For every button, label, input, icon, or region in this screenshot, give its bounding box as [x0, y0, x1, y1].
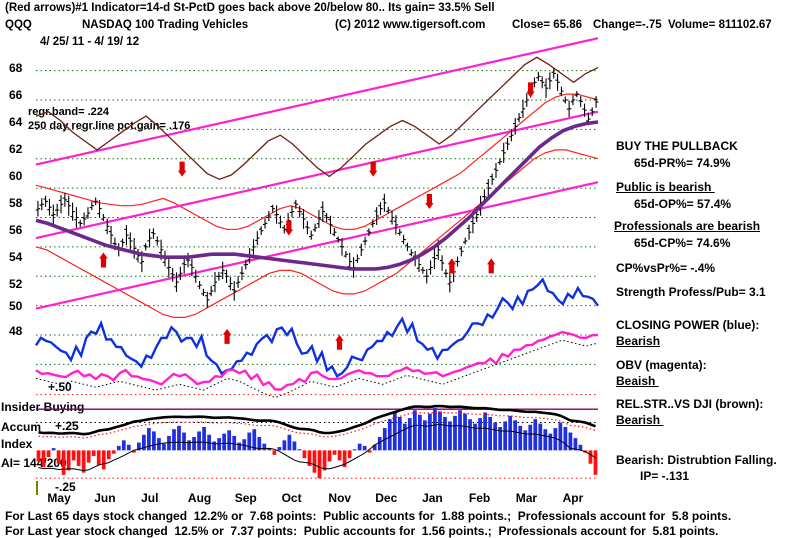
sidebar-professionals-label: Professionals are bearish	[614, 219, 761, 233]
header-title: NASDAQ 100 Trading Vehicles	[82, 19, 249, 31]
sidebar-obv-label: OBV (magenta):	[616, 358, 707, 372]
yaxis-tick-62: 62	[9, 142, 23, 156]
header-volume: Volume= 811102.67	[668, 19, 772, 31]
footer-line-65day: For Last 65 days stock changed 12.2% or …	[5, 509, 732, 523]
panel-tick-plus50: +.50	[48, 380, 72, 394]
sidebar-cp: 65d-CP%= 74.6%	[634, 236, 731, 250]
panel-label-accum: Accum	[1, 420, 42, 434]
sidebar-cp-vs-pr: CP%vsPr%= -.4%	[616, 261, 716, 275]
yaxis-tick-66: 66	[9, 88, 23, 102]
arrow-up-8	[487, 258, 496, 274]
xaxis-month-jun: Jun	[94, 491, 116, 505]
obv-line	[35, 330, 599, 391]
xaxis-month-aug: Aug	[187, 491, 212, 505]
yaxis-tick-56: 56	[9, 223, 23, 237]
yaxis-tick-52: 52	[9, 277, 23, 291]
yaxis-tick-50: 50	[9, 299, 23, 313]
header-indicator-line: (Red arrows)#1 Indicator=14-d St-PctD go…	[5, 2, 495, 14]
yaxis-tick-54: 54	[9, 250, 23, 264]
xaxis-month-mar: Mar	[515, 491, 538, 505]
header-change: Change=-.75	[593, 19, 662, 31]
arrow-down-2	[284, 220, 294, 236]
xaxis-month-nov: Nov	[328, 491, 352, 505]
arrow-up-0	[99, 252, 108, 268]
xaxis-month-sep: Sep	[234, 491, 257, 505]
moving-average-line	[35, 120, 599, 271]
header-copyright: (C) 2012 www.tigersoft.com	[335, 19, 486, 31]
sidebar-obv-value: Beaish	[616, 374, 659, 388]
xaxis-month-apr: Apr	[562, 491, 584, 505]
accumulation-index-svg	[36, 394, 598, 479]
xaxis-month-feb: Feb	[468, 491, 491, 505]
accum-thin-line	[38, 423, 596, 472]
annotation-regr-band: regr.band= .224	[28, 106, 110, 118]
arrow-up-7	[447, 258, 457, 274]
regression-channel-1	[35, 110, 599, 240]
sidebar-pr: 65d-PR%= 74.9%	[634, 156, 731, 170]
accumulation-index-panel[interactable]	[36, 388, 598, 486]
accumulation-bars	[36, 408, 598, 479]
price-band	[35, 93, 599, 318]
xaxis-month-oct: Oct	[281, 491, 302, 505]
price-chart-plot[interactable]	[34, 37, 599, 399]
arrow-down-1	[177, 161, 187, 177]
annotation-regr-line: 250 day regr.line pct.gain= .176	[28, 120, 191, 132]
panel-label-index: Index	[1, 437, 33, 451]
sidebar-ip: IP= -.131	[640, 469, 690, 483]
xaxis-month-jul: Jul	[141, 491, 159, 505]
arrow-up-6	[335, 334, 344, 350]
sidebar-buy-headline: BUY THE PULLBACK	[616, 139, 738, 153]
xaxis-month-dec: Dec	[375, 491, 398, 505]
price-chart-svg	[34, 37, 599, 399]
price-bars	[35, 68, 599, 308]
closing-power-line	[34, 277, 599, 378]
xaxis-start-tick	[36, 481, 38, 495]
gridlines	[36, 70, 598, 365]
footer-line-year: For Last year stock changed 12.5% or 7.3…	[5, 524, 719, 538]
arrow-down-5	[425, 193, 434, 209]
yaxis-tick-48: 48	[9, 324, 23, 338]
sidebar-public-label: Public is bearish	[616, 180, 715, 194]
sidebar-closing-power-label: CLOSING POWER (blue):	[616, 318, 760, 332]
panel-tick-minus25: -.25	[55, 480, 76, 494]
yaxis-tick-64: 64	[9, 115, 23, 129]
arrow-down-9	[526, 82, 535, 98]
sidebar-closing-power-value: Bearish	[616, 334, 661, 348]
panel-label-insider-buying: Insider Buying	[1, 400, 85, 414]
header-date-range: 4/ 25/ 11 - 4/ 19/ 12	[40, 36, 140, 48]
header-close: Close= 65.86	[512, 19, 583, 31]
header-symbol: QQQ	[5, 19, 32, 31]
obv-dotted-line	[35, 339, 599, 399]
sidebar-relstr-label: REL.STR..VS DJI (brown):	[616, 397, 764, 411]
yaxis-tick-60: 60	[9, 169, 23, 183]
sidebar-strength: Strength Profess/Pub= 3.1	[616, 285, 766, 299]
arrow-down-4	[369, 161, 378, 177]
yaxis-tick-58: 58	[9, 196, 23, 210]
regression-channel-0	[35, 37, 599, 166]
arrow-up-3	[222, 328, 232, 344]
yaxis-tick-68: 68	[9, 61, 23, 75]
xaxis-month-jan: Jan	[422, 491, 443, 505]
xaxis-month-may: May	[47, 491, 71, 505]
sidebar-distribution: Bearish: Distrubtion Falling.	[616, 453, 777, 467]
signal-arrows	[99, 82, 535, 350]
accum-smoothing-line	[38, 404, 596, 436]
regression-channel-2	[35, 181, 599, 310]
band-upper	[35, 93, 599, 230]
sidebar-op: 65d-OP%= 57.4%	[634, 197, 732, 211]
sidebar-relstr-value: Bearish	[616, 413, 664, 427]
relative-strength-line	[35, 56, 599, 181]
